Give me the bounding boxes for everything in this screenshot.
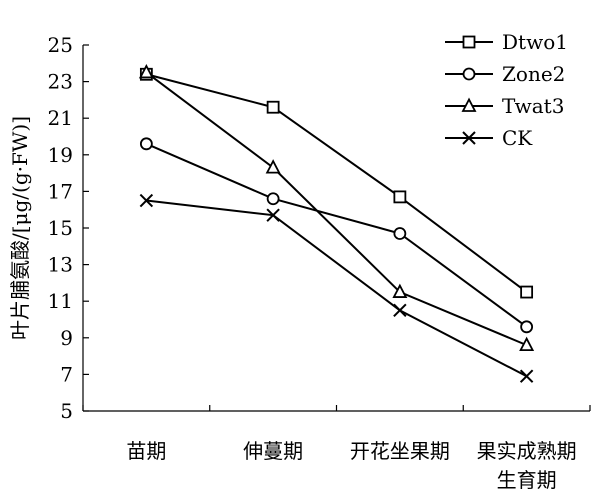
series-line bbox=[145, 71, 528, 347]
data-point-x bbox=[393, 303, 407, 318]
legend-item: CK bbox=[445, 126, 533, 150]
y-tick-label: 9 bbox=[60, 326, 73, 350]
x-category-label-line2: 生育期 bbox=[497, 468, 557, 492]
data-point-square bbox=[393, 190, 407, 204]
y-tick-label: 25 bbox=[48, 33, 73, 57]
data-point-circle bbox=[266, 192, 280, 206]
y-axis-title: 叶片脯氨酸/[μg/(g·FW)] bbox=[8, 116, 32, 340]
data-point-triangle bbox=[461, 97, 477, 112]
data-point-circle bbox=[462, 67, 476, 81]
series-line bbox=[146, 73, 528, 293]
series-twat3 bbox=[138, 64, 535, 352]
y-axis-ticks: 5 7 9 11 13 15 17 19 21 23 25 bbox=[48, 33, 89, 423]
data-point-square bbox=[462, 35, 476, 49]
y-tick-label: 21 bbox=[48, 106, 73, 130]
y-tick-label: 17 bbox=[48, 179, 73, 203]
data-point-x bbox=[139, 193, 154, 208]
data-point-x bbox=[266, 208, 280, 222]
series-line bbox=[146, 199, 528, 378]
legend-label: CK bbox=[502, 126, 533, 150]
data-point-circle bbox=[520, 320, 534, 334]
series-ck bbox=[139, 193, 534, 383]
legend: Dtwo1 Zone2 Twat3 CK bbox=[445, 30, 568, 150]
legend-item: Dtwo1 bbox=[445, 30, 568, 54]
y-tick-label: 19 bbox=[48, 143, 73, 167]
data-point-x bbox=[462, 131, 476, 145]
y-tick-label: 23 bbox=[48, 70, 73, 94]
data-point-square bbox=[520, 285, 534, 299]
series-zone2 bbox=[139, 137, 534, 334]
series-line bbox=[145, 142, 528, 328]
data-point-square bbox=[266, 100, 280, 114]
data-point-triangle bbox=[519, 336, 535, 352]
data-point-triangle bbox=[392, 283, 408, 298]
x-category-label: 果实成熟期 bbox=[477, 439, 577, 463]
data-point-x bbox=[519, 369, 534, 383]
y-tick-label: 7 bbox=[60, 362, 73, 386]
legend-item: Twat3 bbox=[445, 94, 564, 118]
series-group bbox=[138, 64, 535, 383]
data-point-triangle bbox=[265, 159, 281, 174]
y-tick-label: 13 bbox=[48, 253, 73, 277]
data-point-circle bbox=[393, 227, 407, 240]
data-point-circle bbox=[139, 137, 153, 151]
legend-item: Zone2 bbox=[445, 62, 565, 86]
data-point-triangle bbox=[138, 64, 154, 79]
x-category-label: 苗期 bbox=[126, 439, 166, 463]
x-category-label: 开花坐果期 bbox=[350, 439, 450, 463]
y-tick-label: 5 bbox=[60, 399, 73, 423]
x-category-label: 伸蔓期 bbox=[243, 439, 303, 463]
y-tick-label: 11 bbox=[48, 289, 73, 313]
legend-label: Dtwo1 bbox=[502, 30, 568, 54]
legend-label: Twat3 bbox=[502, 94, 564, 118]
legend-label: Zone2 bbox=[502, 62, 565, 86]
y-tick-label: 15 bbox=[48, 216, 73, 240]
